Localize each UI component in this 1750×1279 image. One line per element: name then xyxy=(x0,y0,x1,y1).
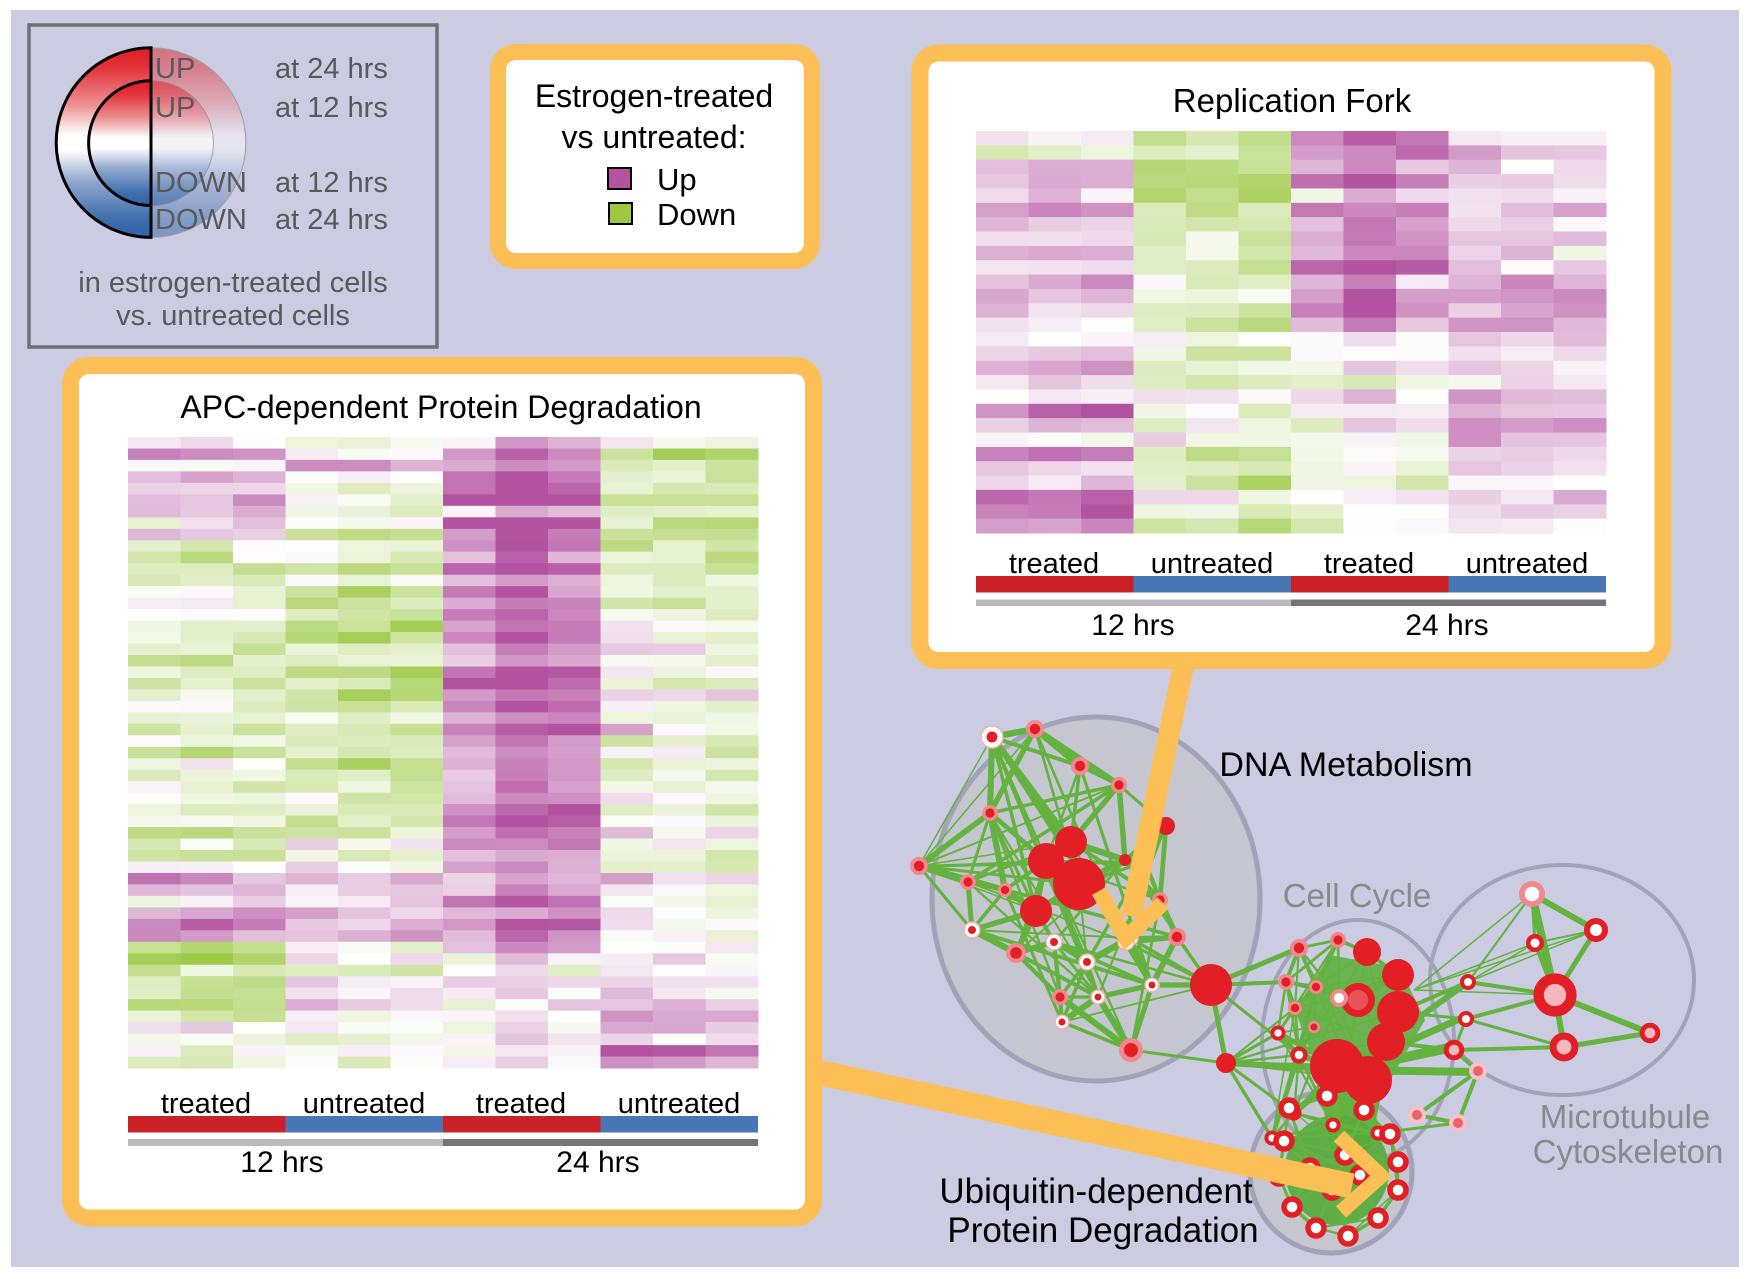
svg-text:treated: treated xyxy=(476,1088,566,1120)
svg-text:Microtubule: Microtubule xyxy=(1540,1098,1711,1135)
svg-text:UP: UP xyxy=(155,53,195,85)
svg-text:DOWN: DOWN xyxy=(155,204,247,236)
svg-text:12 hrs: 12 hrs xyxy=(1091,609,1174,642)
svg-text:at 24 hrs: at 24 hrs xyxy=(275,204,388,236)
svg-text:24 hrs: 24 hrs xyxy=(1405,609,1488,642)
svg-text:24 hrs: 24 hrs xyxy=(556,1146,639,1179)
svg-text:Estrogen-treated: Estrogen-treated xyxy=(535,78,773,114)
svg-text:Replication Fork: Replication Fork xyxy=(1173,82,1412,119)
svg-text:Cytoskeleton: Cytoskeleton xyxy=(1533,1133,1724,1170)
svg-text:Protein Degradation: Protein Degradation xyxy=(947,1211,1258,1250)
svg-text:untreated: untreated xyxy=(618,1088,741,1120)
svg-text:vs. untreated cells: vs. untreated cells xyxy=(116,300,350,332)
svg-text:untreated: untreated xyxy=(1151,548,1274,580)
svg-text:Up: Up xyxy=(657,162,697,197)
svg-text:Down: Down xyxy=(657,197,736,232)
svg-text:untreated: untreated xyxy=(303,1088,426,1120)
svg-text:12 hrs: 12 hrs xyxy=(240,1146,323,1179)
svg-text:at 24 hrs: at 24 hrs xyxy=(275,53,388,85)
svg-text:Ubiquitin-dependent: Ubiquitin-dependent xyxy=(939,1172,1253,1211)
svg-text:vs untreated:: vs untreated: xyxy=(562,119,747,155)
svg-text:at 12 hrs: at 12 hrs xyxy=(275,92,388,124)
svg-text:untreated: untreated xyxy=(1466,548,1589,580)
svg-text:Cell Cycle: Cell Cycle xyxy=(1283,877,1432,914)
svg-text:DNA Metabolism: DNA Metabolism xyxy=(1219,746,1472,784)
svg-text:APC-dependent Protein Degradat: APC-dependent Protein Degradation xyxy=(180,389,701,425)
svg-text:treated: treated xyxy=(161,1088,251,1120)
svg-text:DOWN: DOWN xyxy=(155,167,247,199)
svg-text:at 12 hrs: at 12 hrs xyxy=(275,167,388,199)
svg-text:treated: treated xyxy=(1324,548,1414,580)
svg-text:UP: UP xyxy=(155,92,195,124)
svg-text:in estrogen-treated cells: in estrogen-treated cells xyxy=(78,267,388,299)
svg-text:treated: treated xyxy=(1009,548,1099,580)
